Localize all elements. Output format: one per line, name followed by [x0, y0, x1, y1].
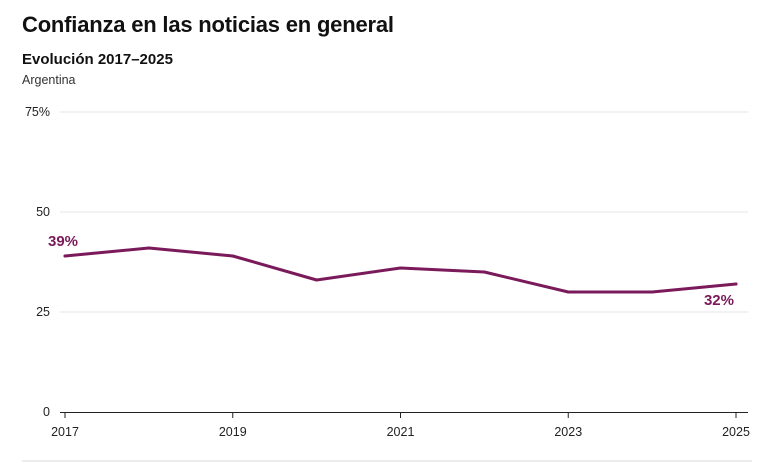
data-point: [399, 266, 402, 270]
x-tick-label: 2023: [554, 425, 582, 439]
data-point: [147, 246, 151, 250]
data-point: [315, 278, 319, 282]
y-tick-label: 75%: [25, 105, 50, 119]
series-line: [63, 246, 738, 294]
y-tick-label: 50: [36, 205, 50, 219]
x-tick-label: 2025: [722, 425, 750, 439]
data-point: [734, 282, 738, 286]
x-tick-label: 2019: [219, 425, 247, 439]
data-point: [650, 290, 654, 294]
y-tick-label: 25: [36, 305, 50, 319]
y-tick-label: 0: [43, 405, 50, 419]
chart-subtitle: Evolución 2017–2025: [22, 51, 173, 68]
x-axis: 2017 2019 2021 2023 2025: [51, 412, 750, 439]
data-label: 32%: [704, 292, 734, 309]
chart-region-label: Argentina: [22, 73, 76, 87]
data-point: [63, 254, 67, 258]
x-tick-label: 2021: [387, 425, 415, 439]
gridlines: [60, 111, 748, 313]
data-label: 39%: [48, 233, 78, 250]
y-axis-labels: 0 25 50 75%: [25, 105, 50, 419]
chart-title: Confianza en las noticias en general: [22, 12, 394, 37]
data-point: [231, 254, 235, 258]
data-point: [482, 270, 486, 274]
data-point: [566, 290, 570, 294]
annotation-layer: 39% 32%: [48, 233, 734, 309]
series-layer: [63, 246, 738, 294]
x-tick-label: 2017: [51, 425, 79, 439]
